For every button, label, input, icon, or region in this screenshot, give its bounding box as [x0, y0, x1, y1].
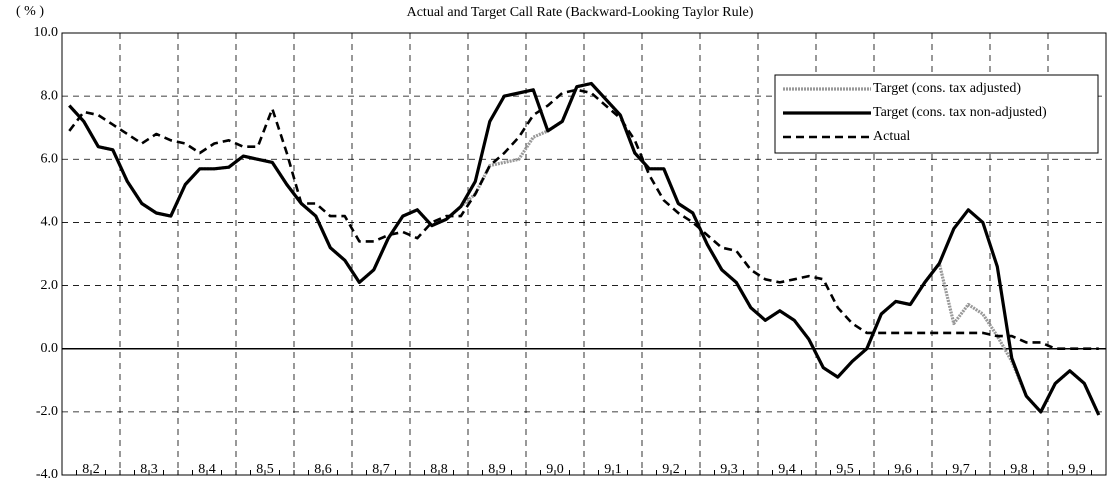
- y-tick-label: 6.0: [41, 152, 59, 167]
- x-tick-label: 8 5: [256, 462, 274, 477]
- y-tick-label: 8.0: [41, 88, 59, 103]
- x-tick-label: 9 9: [1068, 462, 1086, 477]
- x-tick-label: 9 6: [894, 462, 912, 477]
- legend-label: Target (cons. tax adjusted): [873, 81, 1021, 96]
- x-tick-label: 8 3: [140, 462, 158, 477]
- x-tick-label: 9 7: [952, 462, 970, 477]
- x-tick-label: 8 9: [488, 462, 506, 477]
- y-tick-label: -2.0: [36, 404, 58, 419]
- legend: Target (cons. tax adjusted) Target (cons.…: [774, 74, 1099, 154]
- y-tick-label: 4.0: [41, 215, 59, 230]
- series-line: [68, 88, 1099, 351]
- chart-title: Actual and Target Call Rate (Backward-Lo…: [407, 5, 754, 20]
- x-tick-label: 9 4: [778, 462, 796, 477]
- x-tick-label: 8 2: [82, 462, 100, 477]
- x-tick-label: 8 6: [314, 462, 332, 477]
- plot-frame: [61, 32, 1107, 476]
- legend-label: Target (cons. tax non-adjusted): [873, 105, 1047, 120]
- x-tick-label: 9 0: [546, 462, 564, 477]
- x-tick-label: 9 3: [720, 462, 738, 477]
- x-tick-label: 8 8: [430, 462, 448, 477]
- x-tick-label: 9 8: [1010, 462, 1028, 477]
- legend-label: Actual: [873, 129, 910, 144]
- y-tick-label: 0.0: [41, 341, 59, 356]
- x-tick-label: 9 1: [604, 462, 622, 477]
- series-line: [68, 81, 1101, 416]
- y-unit: ( % ): [16, 4, 44, 19]
- y-tick-label: -4.0: [36, 467, 58, 480]
- x-tick-label: 8 7: [372, 462, 390, 477]
- x-tick-label: 8 4: [198, 462, 216, 477]
- y-tick-label: 10.0: [34, 25, 59, 40]
- x-tick-label: 9 2: [662, 462, 680, 477]
- x-tick-label: 9 5: [836, 462, 854, 477]
- y-tick-label: 2.0: [41, 278, 59, 293]
